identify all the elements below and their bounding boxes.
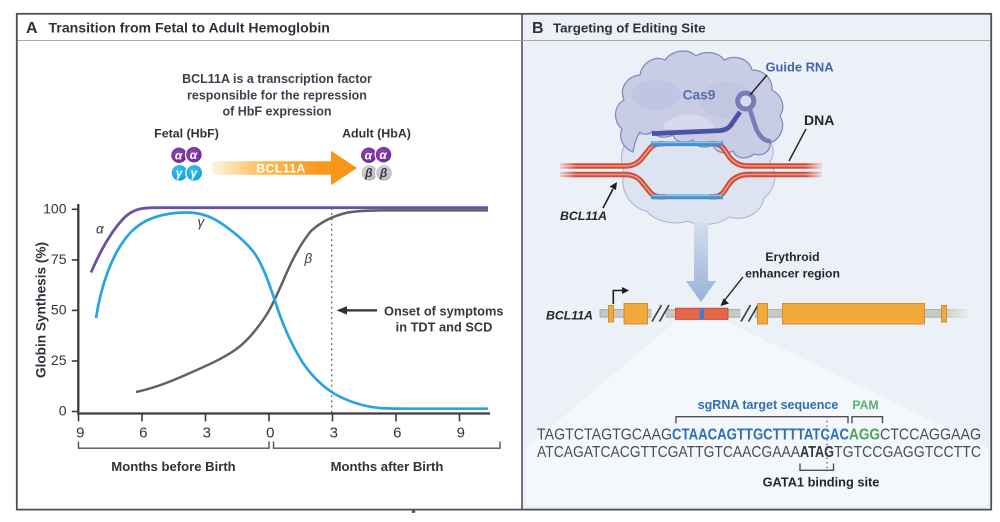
svg-text:α: α bbox=[379, 148, 387, 162]
svg-text:6: 6 bbox=[393, 425, 401, 442]
svg-text:enhancer region: enhancer region bbox=[745, 267, 840, 281]
svg-text:Fetal (HbF): Fetal (HbF) bbox=[154, 127, 219, 141]
svg-text:γ: γ bbox=[176, 166, 184, 180]
svg-text:Targeting of Editing Site: Targeting of Editing Site bbox=[553, 21, 706, 36]
svg-text:Months after Birth: Months after Birth bbox=[331, 459, 444, 474]
svg-text:Adult (HbA): Adult (HbA) bbox=[342, 127, 411, 141]
svg-text:50: 50 bbox=[51, 302, 67, 318]
svg-text:TAGTCTAGTGCAAG: TAGTCTAGTGCAAG bbox=[537, 427, 672, 444]
svg-text:Cas9: Cas9 bbox=[683, 88, 716, 103]
svg-text:α: α bbox=[365, 148, 373, 162]
svg-text:Transition from Fetal to Adult: Transition from Fetal to Adult Hemoglobi… bbox=[49, 20, 330, 36]
svg-text:ATAG: ATAG bbox=[800, 444, 834, 461]
svg-text:BCL11A: BCL11A bbox=[560, 209, 607, 223]
svg-text:responsible for the repression: responsible for the repression bbox=[187, 88, 367, 102]
svg-text:β: β bbox=[379, 166, 388, 180]
svg-text:AGG: AGG bbox=[849, 427, 880, 444]
svg-text:γ: γ bbox=[198, 215, 206, 230]
svg-text:BCL11A is a transcription fact: BCL11A is a transcription factor bbox=[182, 72, 372, 86]
svg-text:α: α bbox=[175, 148, 183, 162]
svg-text:0: 0 bbox=[59, 403, 67, 419]
svg-text:3: 3 bbox=[203, 425, 211, 442]
svg-text:γ: γ bbox=[190, 166, 198, 180]
svg-text:Globin Synthesis (%): Globin Synthesis (%) bbox=[34, 242, 49, 378]
svg-text:25: 25 bbox=[51, 352, 67, 368]
svg-text:75: 75 bbox=[51, 251, 67, 267]
svg-text:9: 9 bbox=[457, 425, 465, 442]
svg-text:BCL11A: BCL11A bbox=[256, 162, 306, 176]
svg-text:GATA1 binding site: GATA1 binding site bbox=[763, 474, 880, 489]
svg-text:A: A bbox=[26, 20, 38, 37]
svg-text:BCL11A: BCL11A bbox=[546, 309, 593, 323]
svg-text:PAM: PAM bbox=[852, 398, 878, 412]
svg-text:β: β bbox=[364, 166, 373, 180]
svg-text:DNA: DNA bbox=[804, 112, 834, 128]
svg-text:CTCCAGGAAG: CTCCAGGAAG bbox=[880, 427, 981, 444]
svg-text:Erythroid: Erythroid bbox=[765, 250, 819, 264]
svg-text:in TDT and SCD: in TDT and SCD bbox=[396, 320, 493, 335]
svg-text:TGTCCGAGGTCCTTC: TGTCCGAGGTCCTTC bbox=[834, 444, 981, 461]
svg-text:Onset of symptoms: Onset of symptoms bbox=[384, 303, 503, 318]
svg-text:α: α bbox=[96, 222, 105, 237]
svg-text:β: β bbox=[304, 251, 313, 266]
svg-text:B: B bbox=[532, 20, 544, 37]
svg-text:3: 3 bbox=[330, 425, 338, 442]
svg-text:0: 0 bbox=[266, 425, 274, 442]
svg-text:6: 6 bbox=[139, 425, 147, 442]
svg-text:Guide RNA: Guide RNA bbox=[766, 60, 834, 75]
svg-text:CTAACAGTTGCTTTTATCAC: CTAACAGTTGCTTTTATCAC bbox=[672, 427, 849, 444]
svg-text:α: α bbox=[190, 148, 198, 162]
svg-text:100: 100 bbox=[43, 200, 67, 216]
svg-text:of HbF expression: of HbF expression bbox=[222, 105, 331, 119]
svg-text:9: 9 bbox=[76, 425, 84, 442]
svg-text:sgRNA target sequence: sgRNA target sequence bbox=[698, 398, 839, 412]
svg-text:ATCAGATCACGTTCGATTGTCAACGAAA: ATCAGATCACGTTCGATTGTCAACGAAA bbox=[537, 444, 801, 461]
svg-text:Months before Birth: Months before Birth bbox=[111, 459, 235, 474]
